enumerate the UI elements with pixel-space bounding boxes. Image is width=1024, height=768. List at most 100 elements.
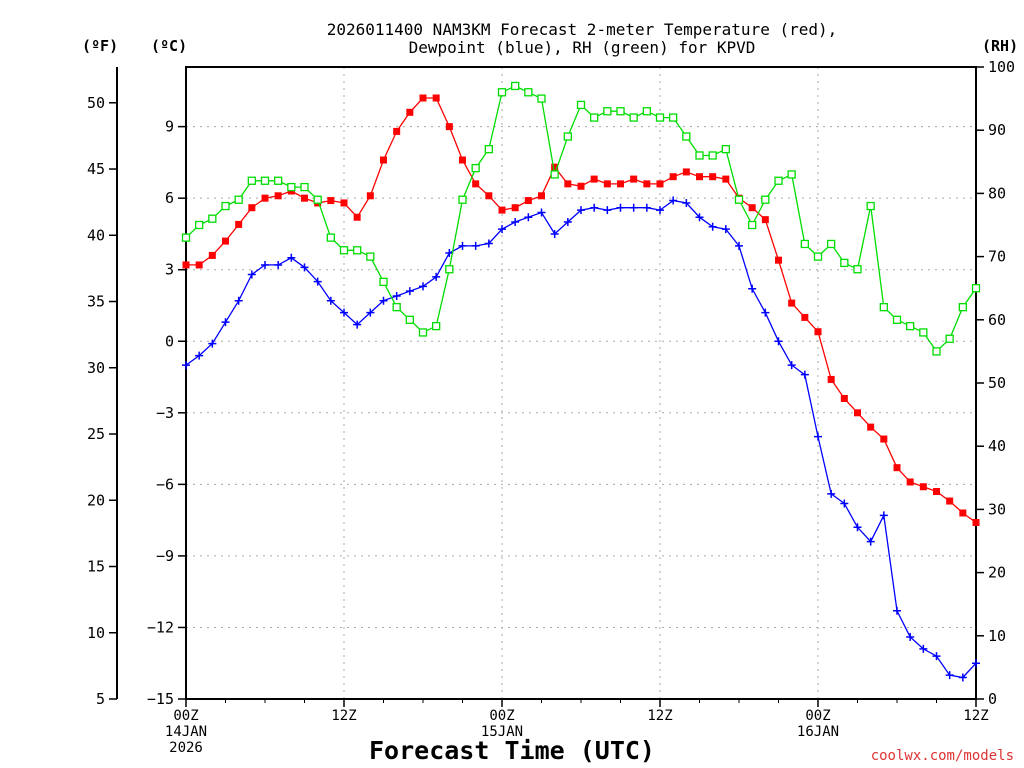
dewpoint-point <box>366 308 375 317</box>
temperature-point <box>682 168 690 176</box>
temperature-point <box>498 206 506 214</box>
temperature-point <box>946 497 954 505</box>
dewpoint-point <box>906 632 915 641</box>
fahrenheit-tick-label: 45 <box>87 160 105 178</box>
rh-point <box>484 145 493 154</box>
rh-tick-label: 90 <box>988 121 1006 139</box>
rh-point <box>550 170 559 179</box>
temperature-point <box>235 220 243 228</box>
dewpoint-point <box>774 337 783 346</box>
temperature-point <box>933 488 940 496</box>
dewpoint-point <box>800 370 809 379</box>
dewpoint-point <box>484 239 493 248</box>
temperature-point <box>366 192 374 200</box>
fahrenheit-tick-label: 20 <box>87 491 105 509</box>
rh-point <box>971 284 981 293</box>
dewpoint-point <box>893 606 901 615</box>
dewpoint-point <box>853 523 862 532</box>
plot-frame <box>185 66 977 700</box>
dewpoint-point <box>748 284 757 293</box>
rh-point <box>392 303 401 312</box>
temperature-point <box>643 180 651 188</box>
rh-point <box>892 315 902 324</box>
dewpoint-point <box>735 241 743 250</box>
dewpoint-point <box>642 203 651 212</box>
temperature-point <box>656 180 664 188</box>
celsius-tick-label: −3 <box>156 404 174 422</box>
temperature-point <box>445 123 453 131</box>
temperature-point <box>801 313 809 321</box>
rh-point <box>721 145 730 154</box>
dewpoint-point <box>787 361 796 370</box>
dewpoint-point <box>313 277 322 286</box>
dewpoint-point <box>524 213 533 222</box>
dewpoint-point <box>195 351 204 360</box>
source-credit: coolwx.com/models <box>871 748 1014 764</box>
x-tick-label: 12Z <box>963 708 988 724</box>
celsius-tick-label: 0 <box>165 332 174 350</box>
celsius-tick-label: −15 <box>147 690 174 708</box>
x-tick-label: 00Z <box>489 708 514 724</box>
rh-point <box>616 107 625 116</box>
rh-point <box>827 239 836 249</box>
dewpoint-point <box>629 203 638 212</box>
rh-point <box>458 195 467 204</box>
rh-point <box>300 182 309 192</box>
temperature-point <box>630 175 638 183</box>
temperature-point <box>617 180 624 188</box>
rh-point <box>695 151 704 160</box>
celsius-unit-label: (ºC) <box>151 37 187 55</box>
rh-point <box>379 277 388 287</box>
dewpoint-point <box>761 308 770 317</box>
gridlines <box>186 67 976 700</box>
temperature-point <box>248 204 256 212</box>
series-dewpoint <box>182 196 980 682</box>
dewpoint-point <box>208 339 217 348</box>
axis-unit-labels: (ºF) (ºC) (RH) <box>82 37 1018 55</box>
temperature-point <box>393 127 401 135</box>
dewpoint-point <box>405 287 414 296</box>
rh-point <box>774 176 783 185</box>
rh-point <box>511 81 520 91</box>
rh-point <box>445 265 454 274</box>
rh-point <box>682 132 691 141</box>
rh-point <box>208 214 217 223</box>
rh-line <box>185 85 977 353</box>
rh-point <box>326 233 335 242</box>
temperature-point <box>709 173 717 181</box>
temperature-point <box>603 180 611 188</box>
temperature-point <box>406 108 414 116</box>
temperature-point <box>788 299 796 307</box>
rh-point <box>590 113 599 122</box>
rh-tick-label: 60 <box>988 311 1006 329</box>
dewpoint-point <box>682 198 691 207</box>
temperature-point <box>261 194 269 202</box>
fahrenheit-tick-label: 15 <box>87 558 105 576</box>
temperature-point <box>511 204 519 212</box>
rh-point <box>260 176 270 185</box>
fahrenheit-tick-label: 35 <box>87 293 105 311</box>
dewpoint-point <box>840 499 849 508</box>
temperature-point <box>564 180 572 188</box>
temperature-line <box>186 97 977 524</box>
rh-point <box>800 239 809 249</box>
rh-point <box>366 252 375 261</box>
dewpoint-point <box>708 222 717 231</box>
rh-tick-label: 100 <box>988 58 1015 76</box>
rh-tick-label: 0 <box>988 690 997 708</box>
dewpoint-point <box>379 296 388 305</box>
temperature-point <box>432 94 440 102</box>
dewpoint-point <box>879 511 888 520</box>
temperature-point <box>775 256 782 264</box>
rh-point <box>853 265 862 274</box>
rh-point <box>919 328 928 337</box>
dewpoint-point <box>695 213 704 222</box>
x-tick-label: 14JAN <box>165 724 207 740</box>
temperature-point <box>208 251 216 259</box>
rh-point <box>655 113 665 122</box>
rh-point <box>576 100 586 110</box>
rh-point <box>840 258 849 268</box>
dewpoint-point <box>511 218 520 227</box>
rh-point <box>274 176 283 185</box>
dewpoint-point <box>537 208 546 217</box>
